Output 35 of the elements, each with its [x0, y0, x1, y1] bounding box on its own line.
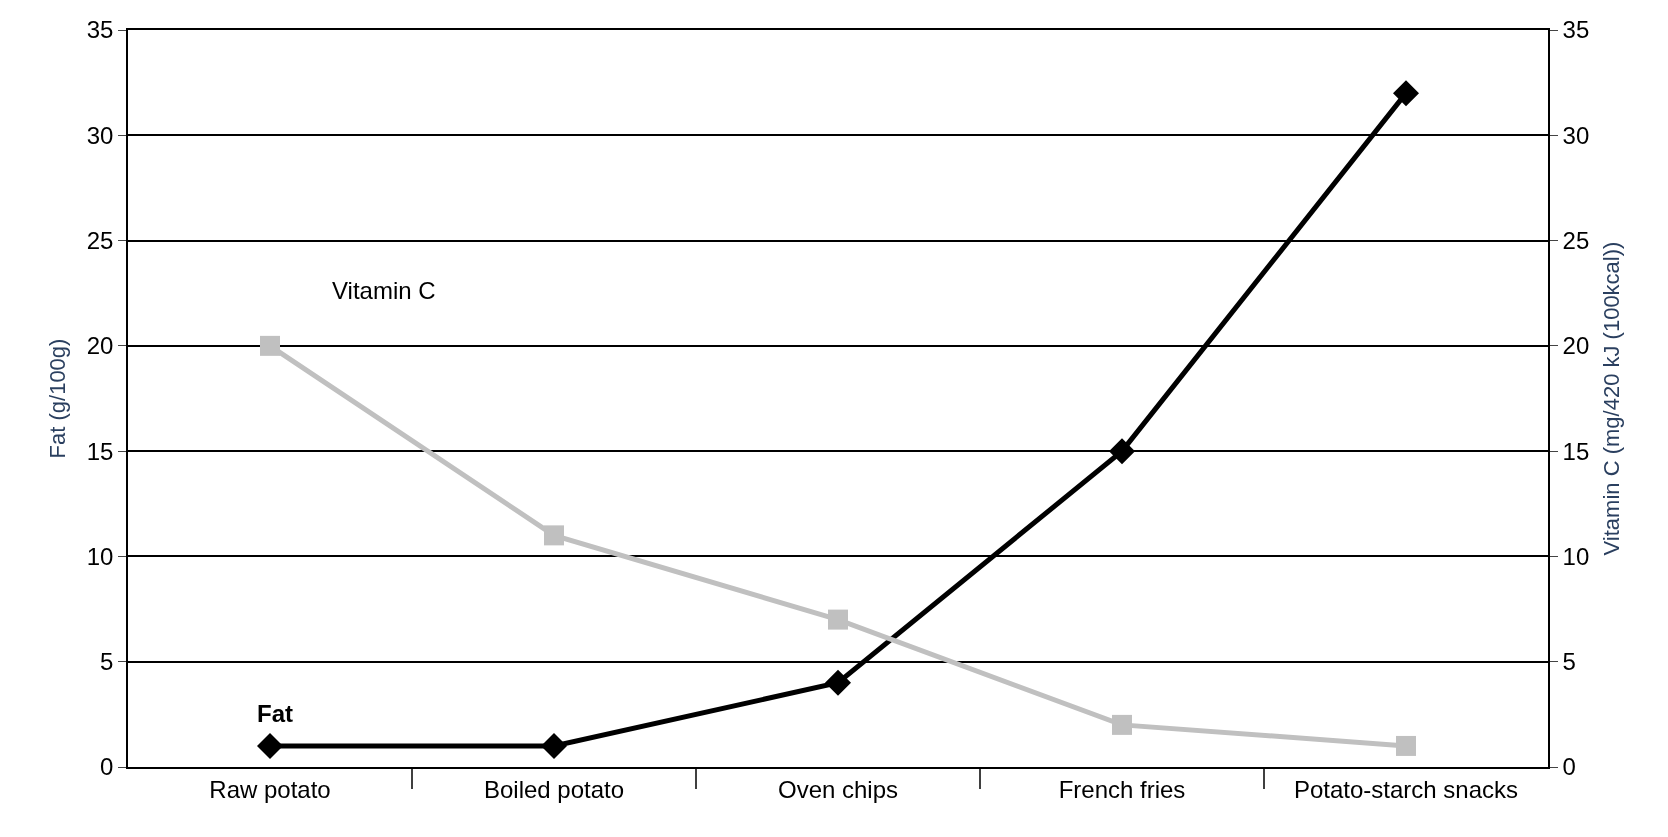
point — [1112, 714, 1132, 735]
point — [544, 525, 564, 546]
y-tick-label: 35 — [86, 16, 114, 44]
point — [825, 669, 851, 696]
x-tick-label: French fries — [1058, 775, 1186, 803]
point — [1393, 80, 1419, 107]
point — [541, 732, 567, 759]
y2-tick-label: 30 — [1562, 121, 1590, 149]
y2-tick-label: 0 — [1562, 753, 1576, 781]
series-label: Fat — [257, 700, 294, 727]
y-tick-label: 15 — [86, 437, 114, 465]
y-tick-label: 5 — [100, 648, 114, 676]
x-tick-label: Potato-starch snacks — [1293, 775, 1519, 803]
point — [828, 609, 848, 630]
y2-tick-label: 5 — [1562, 648, 1576, 676]
y-axis-title: Fat (g/100g) — [45, 338, 71, 459]
y2-tick-label: 20 — [1562, 332, 1590, 360]
y2-tick-label: 25 — [1562, 226, 1590, 254]
x-tick-label: Oven chips — [777, 775, 899, 803]
point — [257, 732, 283, 759]
point — [260, 335, 280, 356]
y2-tick-label: 10 — [1562, 542, 1590, 570]
text: Vitamin C — [332, 277, 436, 304]
y2-axis-title: Vitamin C (mg/420 kJ (100kcal)) — [1598, 241, 1624, 556]
y-tick-label: 0 — [100, 753, 114, 781]
y-tick-label: 30 — [86, 121, 114, 149]
y2-tick-label: 35 — [1562, 16, 1590, 44]
x-tick-label: Raw potato — [209, 775, 331, 803]
y-tick-label: 25 — [86, 226, 114, 254]
point — [1396, 735, 1416, 756]
y-tick-label: 20 — [86, 332, 114, 360]
y2-tick-label: 15 — [1562, 437, 1590, 465]
y-tick-label: 10 — [86, 542, 114, 570]
point — [1109, 438, 1135, 465]
x-tick-label: Boiled potato — [483, 775, 625, 803]
